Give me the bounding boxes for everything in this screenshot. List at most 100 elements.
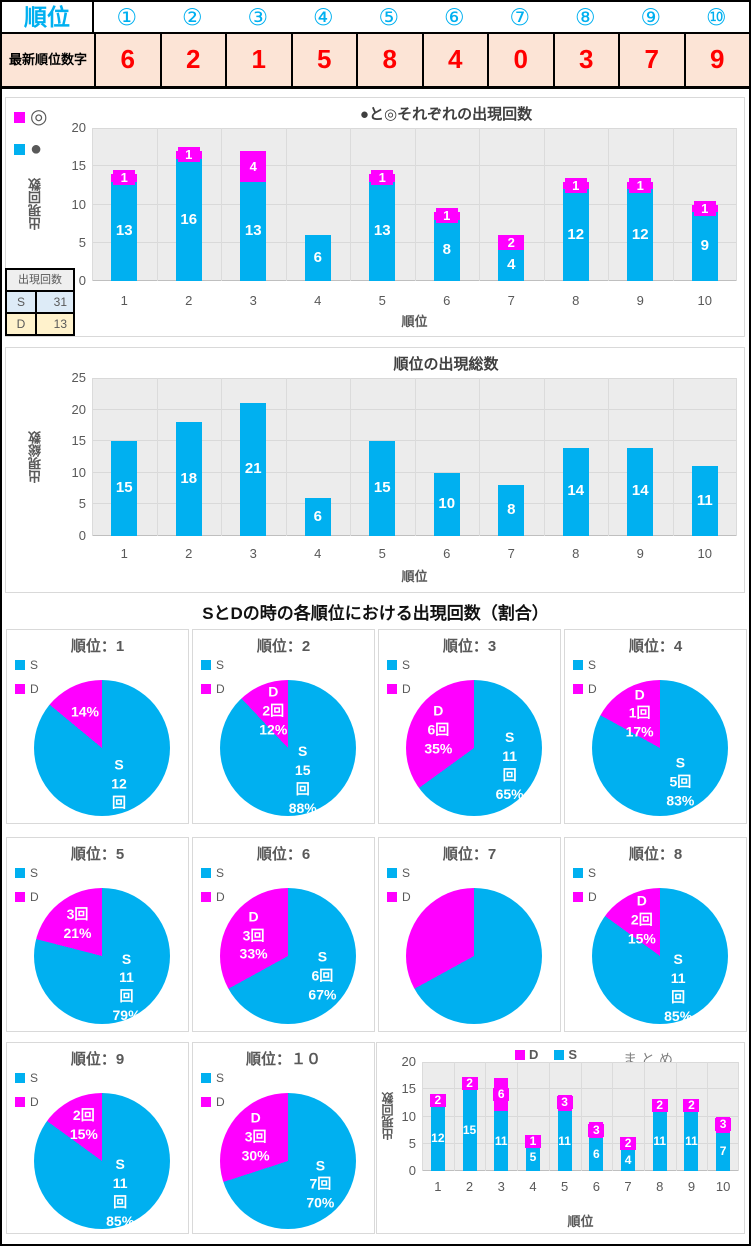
grid-vline [221,128,222,281]
bar-segment-S[interactable] [369,181,396,281]
y-axis-tick-label: 20 [71,401,86,417]
latest-rank-value-6[interactable]: 4 [421,34,488,86]
bar-value-label: 2 [429,1093,446,1107]
pie-legend-item-D: D [15,682,39,696]
sd-table-header[interactable]: 出現回数 [7,270,73,292]
d-label-cell[interactable]: D [7,314,37,334]
rank-circled-9[interactable]: ⑨ [640,4,662,30]
bar-segment-S[interactable] [430,1105,445,1171]
bar-value-label: 5 [529,1149,537,1164]
pie-graphic[interactable] [34,1093,170,1229]
y-axis-tick-label: 15 [401,1081,416,1097]
pie-graphic[interactable] [406,888,542,1024]
latest-rank-value-7[interactable]: 0 [487,34,553,86]
bar-value-label: 11 [653,1133,667,1148]
pie-graphic[interactable] [406,680,542,816]
pie-rank-6-panel[interactable]: 順位：6 S D S 6回 67% D 3回 33% [192,837,375,1032]
bar-segment-S[interactable] [111,181,138,281]
sd-table-row-s[interactable]: S 31 [7,292,73,312]
pie-rank-5-panel[interactable]: 順位：5 S D S 11 回 79% 3回 21% [6,837,189,1032]
bar-segment[interactable] [111,441,138,536]
bar-segment[interactable] [175,422,202,536]
pie-rank-3-panel[interactable]: 順位：3 S D S 11 回 65% D 6回 35% [378,629,561,824]
latest-rank-value-4[interactable]: 5 [290,34,357,86]
bar-segment[interactable] [240,403,267,536]
s-value-cell[interactable]: 31 [53,295,67,309]
bar-segment-S[interactable] [525,1143,540,1171]
bar-segment-S[interactable] [304,235,331,281]
bar-segment-S[interactable] [652,1111,667,1171]
bar-value-label: 2 [620,1137,637,1151]
gridline [422,1062,739,1063]
rank-circled-10[interactable]: ⑩ [705,4,727,30]
magenta-swatch-icon [15,1097,25,1107]
bar-segment[interactable] [498,485,525,536]
summary-chart[interactable]: D S まとめ 出現回数 12 2 15 2 11 6 5 1 11 3 6 3 4 2 11 2 11 2 7 3 … [376,1042,745,1234]
rank-circled-5[interactable]: ⑤ [378,4,400,30]
latest-rank-value-5[interactable]: 8 [356,34,422,86]
pie-rank-2-panel[interactable]: 順位：2 S D S 15 回 88% D 2回 12% [192,629,375,824]
rank-circled-7[interactable]: ⑦ [509,4,531,30]
bar-segment-S[interactable] [494,1111,509,1171]
latest-rank-value-2[interactable]: 2 [159,34,226,86]
bar-segment-S[interactable] [175,158,202,281]
bar-segment-S[interactable] [562,189,589,281]
pie-rank-7-panel[interactable]: 順位：7 S D [378,837,561,1032]
latest-rank-value-10[interactable]: 9 [683,34,750,86]
bar-segment[interactable] [433,472,460,536]
pie-rank-9-panel[interactable]: 順位：9 S D S 11 回 85% 2回 15% [6,1042,189,1234]
latest-rank-label-cell[interactable]: 最新順位数字 [8,52,87,67]
pie-graphic[interactable] [220,680,356,816]
bar-segment[interactable] [369,441,396,536]
rank-circled-2[interactable]: ② [181,4,203,30]
bar-segment-S[interactable] [627,189,654,281]
bar-segment[interactable] [304,498,331,536]
s-label-cell[interactable]: S [7,292,37,312]
pie-rank-1-panel[interactable]: 順位：1 S D S 12 回 14% [6,629,189,824]
pie-rank-10-panel[interactable]: 順位：１０ S D S 7回 70% D 3回 30% [192,1042,375,1234]
latest-rank-value-1[interactable]: 6 [94,34,160,86]
pie-graphic[interactable] [34,888,170,1024]
latest-rank-value-3[interactable]: 1 [225,34,291,86]
rank-circled-8[interactable]: ⑧ [574,4,596,30]
bar-segment-S[interactable] [684,1111,699,1171]
pie-legend-label: S [30,1071,39,1085]
rank-circled-1[interactable]: ① [116,4,138,30]
bar-segment-S[interactable] [621,1149,636,1171]
pie-graphic[interactable] [220,1093,356,1229]
rank-circled-4[interactable]: ④ [312,4,334,30]
bar-segment[interactable] [562,447,589,536]
rank-circled-3[interactable]: ③ [247,4,269,30]
bar-segment-S[interactable] [240,181,267,281]
pie-graphic[interactable] [592,680,728,816]
rank-circled-6[interactable]: ⑥ [443,4,465,30]
grid-vline [736,128,737,281]
appearance-count-chart[interactable]: ●と◎それぞれの出現回数 ◎ ● 出現回数 13 1 16 1 13 4 6 13 1 8 1 4 2 1… [5,97,745,337]
pie-rank-4-panel[interactable]: 順位：4 S D S 5回 83% D 1回 17% [564,629,747,824]
bar-value-label: 3 [556,1096,573,1110]
pie-graphic[interactable] [592,888,728,1024]
bar-segment-S[interactable] [691,212,718,281]
bar-value-label: 2 [651,1099,668,1113]
bar-segment-S[interactable] [589,1138,604,1171]
bar-segment[interactable] [627,447,654,536]
bar-segment-S[interactable] [462,1089,477,1171]
bar-segment[interactable] [691,466,718,536]
pie-graphic[interactable] [220,888,356,1024]
bar-value-label: 2 [683,1099,700,1113]
pie-graphic[interactable] [34,680,170,816]
bar-segment-S[interactable] [716,1132,731,1171]
latest-rank-value-9[interactable]: 7 [618,34,684,86]
bar-segment-S[interactable] [498,250,525,281]
d-value-cell[interactable]: 13 [53,317,67,331]
sd-table-row-d[interactable]: D 13 [7,312,73,334]
pie-legend-label: D [216,682,225,696]
grid-vline [92,128,93,281]
total-appearance-chart[interactable]: 順位の出現総数 出現総数 15 18 21 6 15 10 8 14 14 11 順位 0 5 10 1… [5,347,745,593]
pie-rank-8-panel[interactable]: 順位：8 S D S 11 回 85% D 2回 15% [564,837,747,1032]
grid-vline [707,1062,708,1171]
latest-rank-value-8[interactable]: 3 [552,34,619,86]
bar-segment-S[interactable] [433,219,460,281]
bar-segment-S[interactable] [557,1111,572,1171]
rank-title-cell[interactable]: 順位 [2,2,94,32]
